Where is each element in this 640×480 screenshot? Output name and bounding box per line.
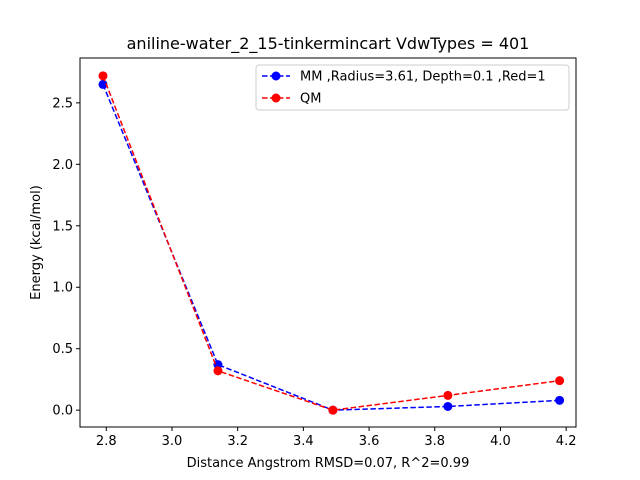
y-tick-label: 0.0 xyxy=(52,404,73,419)
data-point-1 xyxy=(213,366,223,376)
x-tick-label: 3.8 xyxy=(424,434,445,449)
y-tick-label: 1.5 xyxy=(52,219,73,234)
series-line-0 xyxy=(102,84,560,411)
x-tick-label: 4.0 xyxy=(490,434,511,449)
y-axis: 0.0 0.5 1.0 1.5 2.0 2.5 xyxy=(52,96,80,419)
plot-area xyxy=(98,71,565,415)
y-tick-label: 2.5 xyxy=(52,96,73,111)
series-line-1 xyxy=(102,75,560,411)
legend-marker-qm xyxy=(271,93,281,103)
legend-label-qm: QM xyxy=(300,92,321,107)
data-point-1 xyxy=(98,71,108,81)
data-point-1 xyxy=(555,376,565,386)
axes-frame xyxy=(79,57,577,428)
y-tick-label: 1.0 xyxy=(52,281,73,296)
legend-marker-mm xyxy=(271,71,281,81)
data-point-0 xyxy=(443,401,453,411)
legend-label-mm: MM ,Radius=3.61, Depth=0.1 ,Red=1 xyxy=(300,70,546,85)
legend: MM ,Radius=3.61, Depth=0.1 ,Red=1 QM xyxy=(255,64,570,111)
data-point-1 xyxy=(443,390,453,400)
y-axis-label: Energy (kcal/mol) xyxy=(29,185,44,300)
x-axis-label: Distance Angstrom RMSD=0.07, R^2=0.99 xyxy=(187,456,470,471)
x-tick-label: 3.0 xyxy=(162,434,183,449)
data-point-1 xyxy=(328,405,338,415)
x-tick-label: 2.8 xyxy=(96,434,117,449)
legend-box xyxy=(255,64,570,111)
x-tick-label: 4.2 xyxy=(556,434,577,449)
x-axis: 2.8 3.0 3.2 3.4 3.6 3.8 4.0 4.2 xyxy=(96,427,577,449)
x-tick-label: 3.4 xyxy=(293,434,314,449)
data-point-0 xyxy=(98,79,108,89)
x-tick-label: 3.6 xyxy=(359,434,380,449)
y-tick-label: 0.5 xyxy=(52,342,73,357)
y-tick-label: 2.0 xyxy=(52,158,73,173)
data-point-0 xyxy=(555,395,565,405)
chart-title: aniline-water_2_15-tinkermincart VdwType… xyxy=(127,34,530,54)
x-tick-label: 3.2 xyxy=(227,434,248,449)
